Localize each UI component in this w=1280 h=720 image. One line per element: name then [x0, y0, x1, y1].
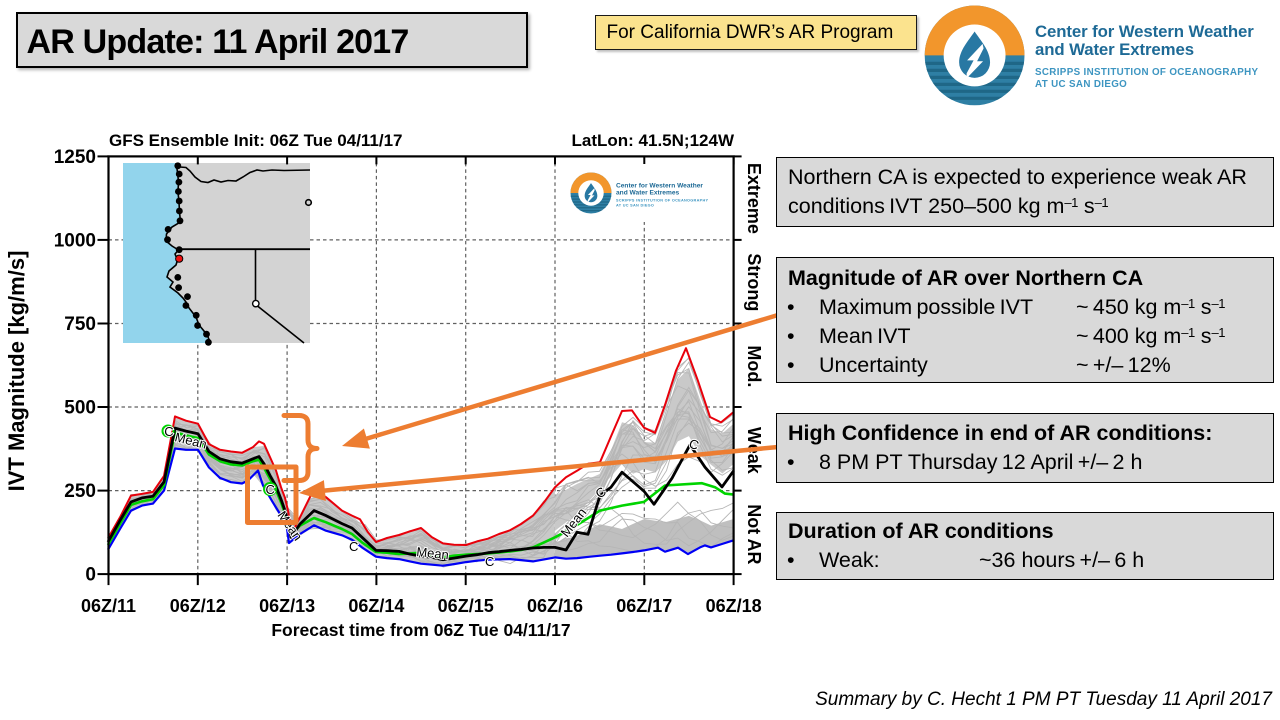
svg-text:Mean: Mean — [416, 544, 450, 562]
svg-text:06Z/18: 06Z/18 — [706, 596, 762, 616]
svg-text:GFS Ensemble Init: 06Z Tue 04/: GFS Ensemble Init: 06Z Tue 04/11/17 — [109, 131, 403, 150]
svg-text:06Z/17: 06Z/17 — [616, 596, 672, 616]
svg-text:06Z/13: 06Z/13 — [259, 596, 315, 616]
svg-text:and Water Extremes: and Water Extremes — [1035, 40, 1194, 59]
svg-text:06Z/14: 06Z/14 — [348, 596, 404, 616]
svg-text:Strong: Strong — [744, 253, 764, 311]
svg-text:Extreme: Extreme — [744, 163, 764, 234]
svg-text:C: C — [349, 539, 358, 554]
svg-text:Center for Western Weather: Center for Western Weather — [1035, 22, 1254, 41]
svg-text:250: 250 — [64, 481, 96, 502]
svg-text:IVT Magnitude [kg/m/s]: IVT Magnitude [kg/m/s] — [4, 251, 29, 492]
svg-text:C: C — [164, 424, 173, 439]
svg-text:AT UC SAN DIEGO: AT UC SAN DIEGO — [616, 204, 654, 208]
svg-text:Center for Western Weather: Center for Western Weather — [616, 183, 703, 190]
svg-text:750: 750 — [64, 314, 96, 335]
svg-text:C: C — [485, 554, 494, 569]
svg-text:1000: 1000 — [54, 230, 96, 251]
svg-text:06Z/16: 06Z/16 — [527, 596, 583, 616]
svg-text:0: 0 — [85, 565, 96, 586]
svg-text:06Z/12: 06Z/12 — [170, 596, 226, 616]
svg-text:and Water Extremes: and Water Extremes — [616, 190, 679, 197]
svg-text:Forecast time from 06Z Tue 04/: Forecast time from 06Z Tue 04/11/17 — [271, 620, 570, 640]
svg-text:Mod.: Mod. — [744, 345, 764, 387]
svg-text:Not AR: Not AR — [744, 504, 764, 564]
svg-text:500: 500 — [64, 398, 96, 419]
svg-text:06Z/15: 06Z/15 — [438, 596, 494, 616]
svg-text:SCRIPPS INSTITUTION OF OCEANOG: SCRIPPS INSTITUTION OF OCEANOGRAPHY — [1035, 67, 1259, 78]
svg-text:SCRIPPS INSTITUTION OF OCEANOG: SCRIPPS INSTITUTION OF OCEANOGRAPHY — [616, 199, 709, 203]
svg-text:AT UC SAN DIEGO: AT UC SAN DIEGO — [1035, 79, 1127, 90]
svg-text:1250: 1250 — [54, 147, 96, 168]
svg-text:06Z/11: 06Z/11 — [81, 596, 136, 616]
svg-text:C: C — [266, 482, 275, 497]
svg-text:LatLon: 41.5N;124W: LatLon: 41.5N;124W — [572, 131, 735, 150]
